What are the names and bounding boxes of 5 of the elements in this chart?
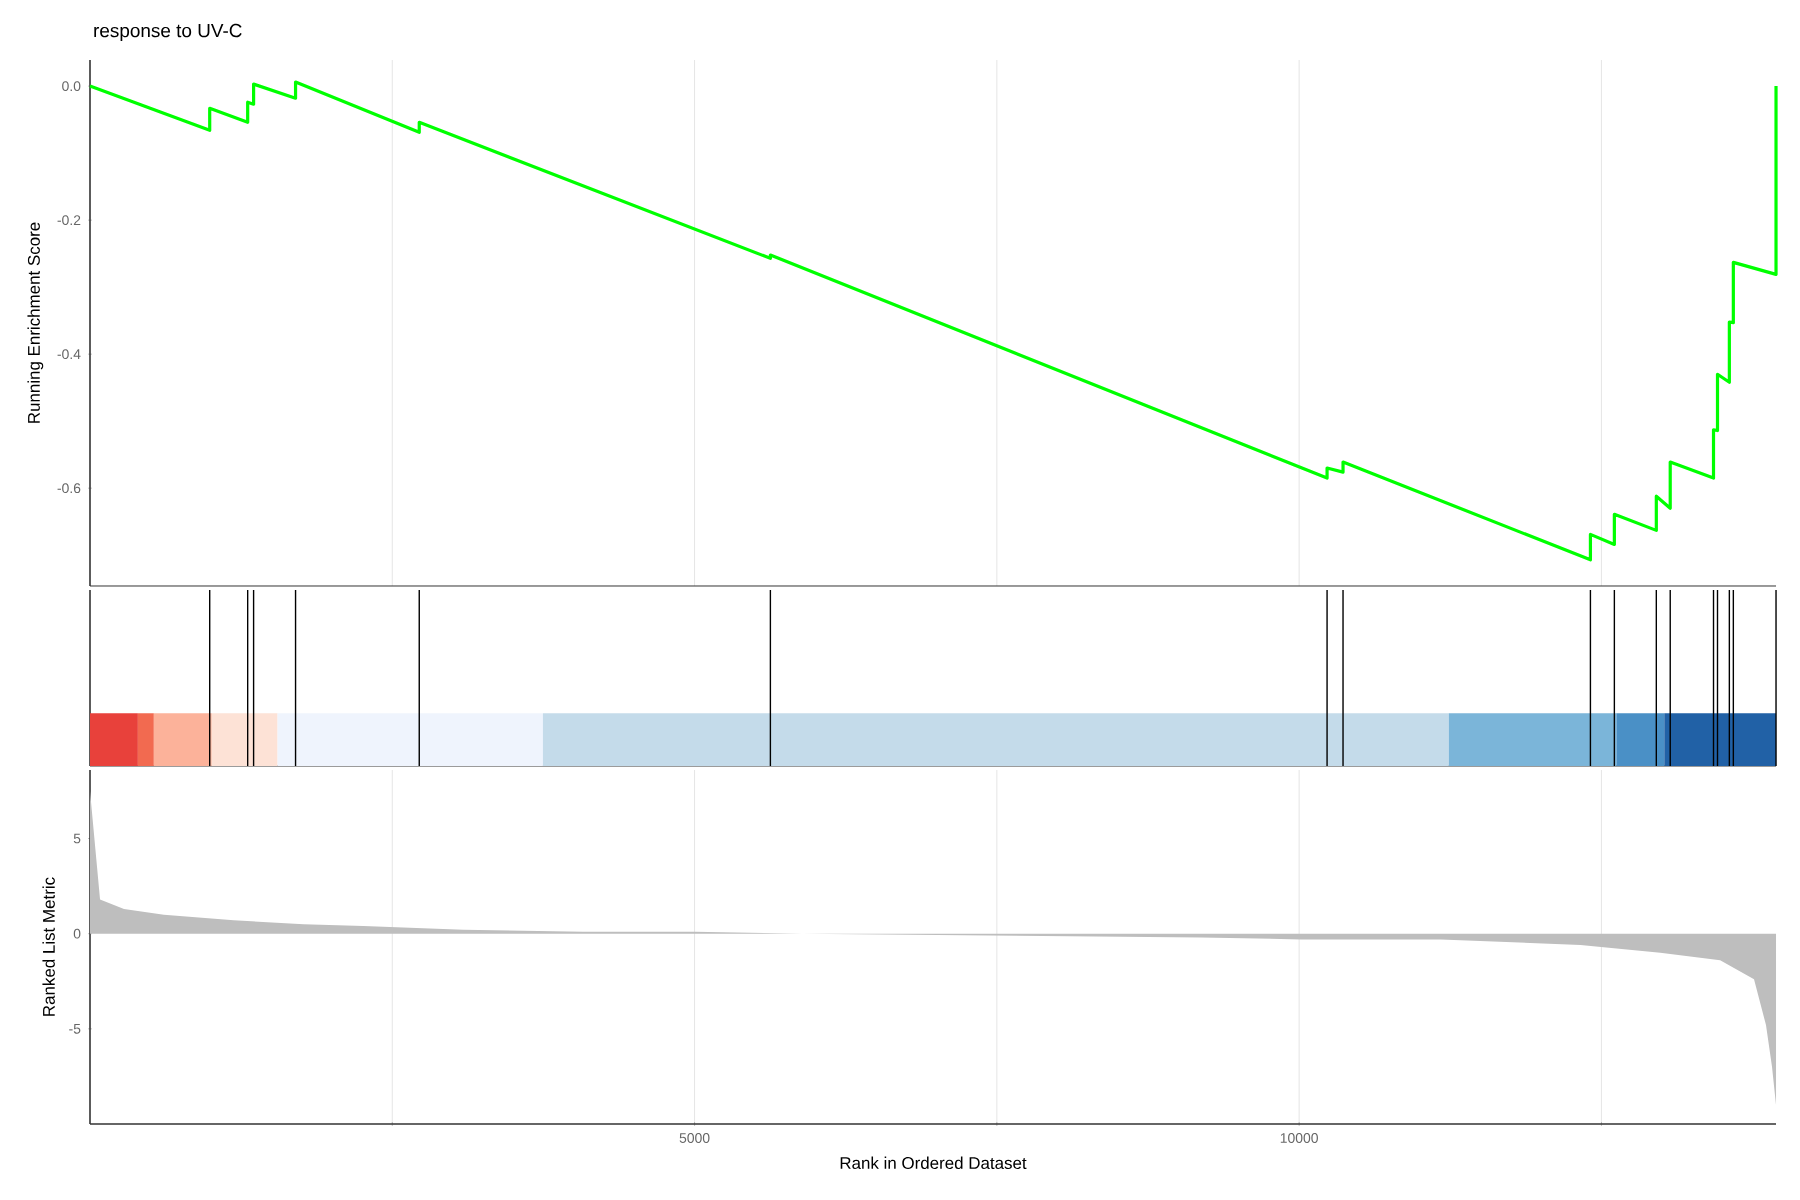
y-axis-title: Running Enrichment Score	[27, 222, 44, 423]
line-series	[88, 80, 1778, 562]
y-axis-title: Ranked List Metric	[42, 877, 55, 1016]
chart-title: response to UV-C	[94, 23, 242, 41]
x-axis-title: Rank in Ordered Dataset	[840, 1156, 1027, 1170]
